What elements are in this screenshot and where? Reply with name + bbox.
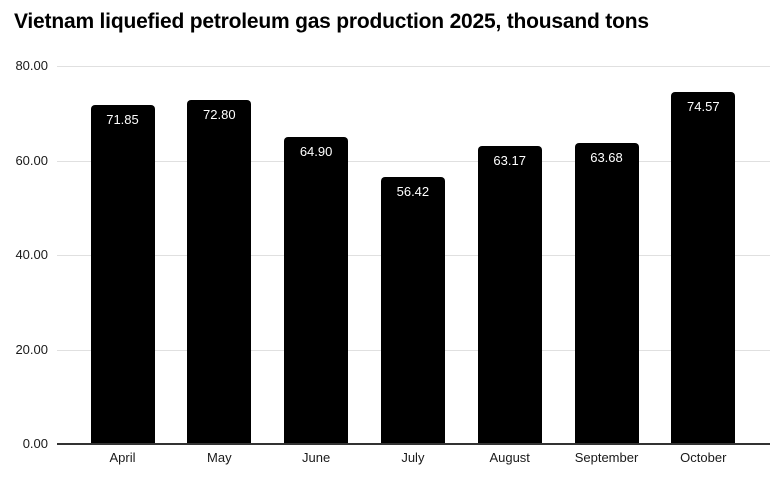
y-tick-label: 80.00 — [15, 58, 48, 73]
bar: 71.85 — [90, 104, 155, 444]
bar-value-label: 74.57 — [687, 98, 720, 114]
bar: 72.80 — [187, 100, 252, 444]
x-tick-label: September — [574, 450, 639, 465]
gridline — [57, 160, 770, 162]
bar: 63.68 — [574, 143, 639, 444]
bar-value-label: 64.90 — [299, 144, 333, 160]
y-tick-label: 60.00 — [15, 152, 48, 168]
bar: 74.57 — [671, 91, 736, 444]
x-tick-label: August — [489, 450, 530, 465]
x-tick-label: July — [401, 450, 425, 465]
bar-value-label: 56.42 — [396, 184, 430, 200]
y-tick-label: 0.00 — [22, 436, 48, 451]
x-tick-label: May — [207, 450, 232, 465]
y-tick-label: 40.00 — [15, 247, 48, 262]
zero-axis-line — [57, 443, 770, 445]
bar-value-label: 71.85 — [106, 111, 139, 127]
x-tick-label: April — [109, 450, 136, 465]
x-tick-label: October — [680, 450, 727, 465]
bar-value-label: 63.17 — [493, 152, 526, 168]
bar-value-label: 72.80 — [203, 107, 236, 123]
x-tick-label: June — [301, 450, 331, 465]
gridline — [57, 66, 770, 67]
bar: 56.42 — [380, 177, 445, 444]
bar: 64.90 — [284, 137, 349, 444]
bar-value-label: 63.68 — [590, 150, 623, 166]
y-tick-label: 20.00 — [15, 341, 48, 357]
bar: 63.17 — [477, 145, 542, 444]
chart-title: Vietnam liquefied petroleum gas producti… — [14, 10, 649, 33]
